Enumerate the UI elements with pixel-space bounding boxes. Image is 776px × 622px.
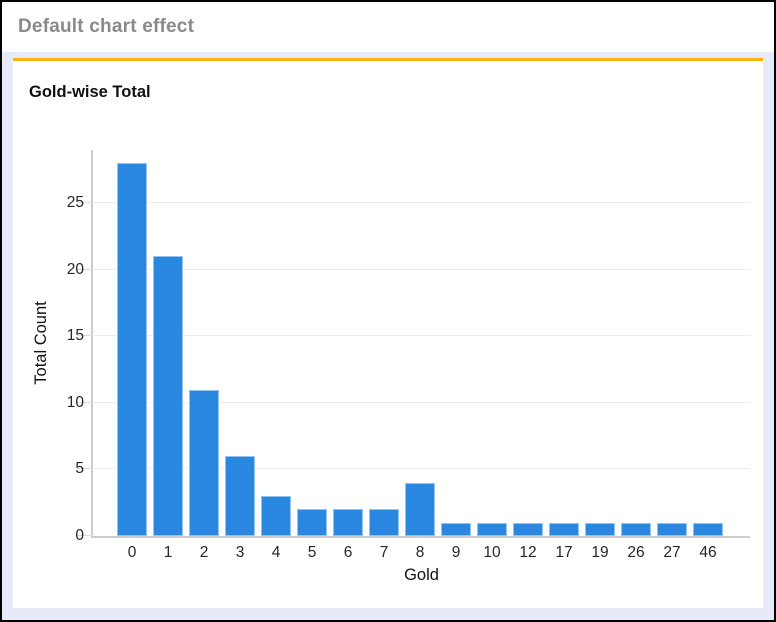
- y-tick-mark: [77, 335, 93, 337]
- bar-slot: [690, 522, 726, 536]
- x-tick-label: 19: [591, 544, 609, 561]
- bar-0[interactable]: [117, 163, 147, 536]
- card-accent-bar: [13, 58, 763, 61]
- bars: [114, 150, 726, 536]
- page-title: Default chart effect: [18, 16, 195, 37]
- bar-12[interactable]: [513, 522, 543, 536]
- bar-27[interactable]: [657, 522, 687, 536]
- plot-area: 0 5 10 15 20 25 0 1 2 3 4 5 6 7 8 9 10 12 17 19 26 27 46 Gold…: [32, 150, 750, 584]
- x-tick-label: 1: [163, 544, 173, 561]
- bar-slot: [618, 522, 654, 536]
- bar-17[interactable]: [549, 522, 579, 536]
- bar-slot: [114, 163, 150, 536]
- y-tick-label: 0: [75, 527, 84, 544]
- x-tick-label: 17: [555, 544, 573, 561]
- bar-7[interactable]: [369, 509, 399, 536]
- x-tick-label: 6: [343, 544, 353, 561]
- bar-10[interactable]: [477, 522, 507, 536]
- x-axis-ticks: 0 1 2 3 4 5 6 7 8 9 10 12 17 19 26 27 46: [114, 544, 726, 562]
- bar-4[interactable]: [261, 496, 291, 536]
- bar-slot: [150, 256, 186, 536]
- bar-19[interactable]: [585, 522, 615, 536]
- bar-slot: [474, 522, 510, 536]
- x-tick-label: 5: [307, 544, 317, 561]
- x-tick-label: 12: [519, 544, 537, 561]
- x-tick-label: 26: [627, 544, 645, 561]
- y-tick-label: 10: [66, 393, 84, 411]
- bar-slot: [330, 509, 366, 536]
- y-tick-mark: [77, 468, 93, 470]
- y-tick-mark: [77, 268, 93, 270]
- bar-slot: [582, 522, 618, 536]
- y-tick-mark: [77, 401, 93, 403]
- chart-title: Gold-wise Total: [29, 83, 151, 101]
- chart-card: Gold-wise Total 0 5 10 15 20 25 0 1 2 3 4 5 6 7 8 9 10 1…: [13, 58, 763, 608]
- bar-6[interactable]: [333, 509, 363, 536]
- bar-slot: [186, 389, 222, 536]
- y-tick-label: 5: [75, 460, 84, 478]
- bar-slot: [546, 522, 582, 536]
- bar-slot: [294, 509, 330, 536]
- x-tick-label: 2: [199, 544, 209, 561]
- x-tick-label: 9: [451, 544, 461, 561]
- x-tick-label: 4: [271, 544, 281, 561]
- bar-9[interactable]: [441, 522, 471, 536]
- y-tick-mark: [77, 535, 93, 536]
- x-tick-label: 10: [483, 544, 501, 561]
- y-tick-label: 20: [66, 260, 84, 278]
- x-axis-title: Gold: [404, 566, 439, 584]
- header: Default chart effect: [2, 2, 774, 52]
- bar-slot: [438, 522, 474, 536]
- x-tick-label: 27: [663, 544, 681, 561]
- y-axis-title: Total Count: [31, 301, 50, 385]
- bar-slot: [222, 456, 258, 536]
- x-tick-label: 8: [415, 544, 425, 561]
- bar-1[interactable]: [153, 256, 183, 536]
- x-tick-label: 3: [235, 544, 245, 561]
- bar-46[interactable]: [693, 522, 723, 536]
- y-tick-label: 25: [66, 194, 84, 212]
- bar-26[interactable]: [621, 522, 651, 536]
- x-tick-label: 0: [127, 544, 137, 561]
- content-area: Gold-wise Total 0 5 10 15 20 25 0 1 2 3 4 5 6 7 8 9 10 1…: [2, 52, 774, 620]
- y-tick-label: 15: [66, 327, 84, 345]
- bar-slot: [510, 522, 546, 536]
- bar-5[interactable]: [297, 509, 327, 536]
- bar-slot: [366, 509, 402, 536]
- x-tick-label: 7: [379, 544, 389, 561]
- y-tick-mark: [77, 202, 93, 204]
- bar-slot: [654, 522, 690, 536]
- bar-3[interactable]: [225, 456, 255, 536]
- bar-8[interactable]: [405, 482, 435, 536]
- bar-slot: [402, 482, 438, 536]
- bar-2[interactable]: [189, 389, 219, 536]
- bar-slot: [258, 496, 294, 536]
- x-tick-label: 46: [699, 544, 717, 561]
